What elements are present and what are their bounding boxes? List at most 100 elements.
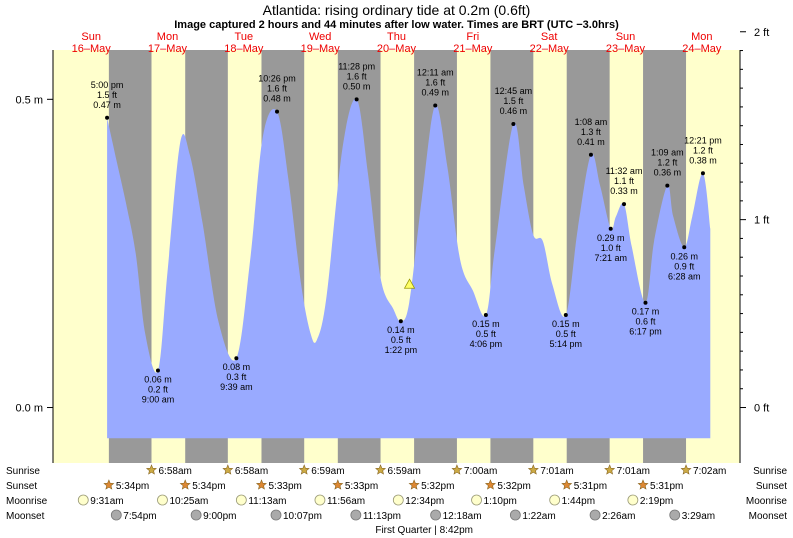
- axes: 0.0 m 0.5 m 0 ft 1 ft 2 ft: [15, 27, 769, 463]
- sunset-star-icon: [484, 479, 496, 490]
- extreme-label: 1:22 pm: [385, 345, 418, 355]
- extreme-label: 1:09 am: [651, 148, 684, 158]
- left-axis-tick-label: 0.0 m: [15, 403, 43, 415]
- day-name: Mon: [691, 31, 712, 43]
- day-headers: Sun16–MayMon17–MayTue18–MayWed19–MayThu2…: [72, 31, 722, 55]
- extreme-label: 1.2 ft: [693, 145, 714, 155]
- row-label-right: Sunrise: [753, 466, 787, 477]
- day-date: 20–May: [377, 43, 417, 55]
- sunset-star-icon: [408, 479, 420, 490]
- sunrise-star-icon: [604, 464, 616, 475]
- extreme-label: 1.1 ft: [614, 176, 635, 186]
- extreme-label: 0.48 m: [263, 94, 291, 104]
- row-label-left: Sunrise: [6, 466, 40, 477]
- sunrise-time: 7:02am: [693, 466, 726, 477]
- extreme-label: 0.38 m: [689, 155, 717, 165]
- extreme-label: 0.14 m: [387, 325, 415, 335]
- moon-phase-label: First Quarter | 8:42pm: [375, 525, 473, 536]
- sunset-star-icon: [332, 479, 344, 490]
- astro-rows: Sunrise Sunrise Sunset Sunset Moonrise Moonri…: [6, 464, 788, 536]
- sunrise-time: 7:01am: [540, 466, 573, 477]
- moonset-time: 12:18am: [443, 511, 482, 522]
- extreme-label: 1.2 ft: [657, 158, 678, 168]
- moonrise-time: 10:25am: [169, 496, 208, 507]
- extreme-label: 12:45 am: [495, 86, 533, 96]
- day-name: Fri: [466, 31, 479, 43]
- sunset-time: 5:32pm: [421, 481, 454, 492]
- day-date: 24–May: [682, 43, 722, 55]
- extreme-label: 0.17 m: [632, 307, 660, 317]
- moonrise-moon-icon: [77, 494, 89, 506]
- extreme-label: 0.26 m: [670, 251, 698, 261]
- extreme-label: 4:06 pm: [470, 339, 503, 349]
- sunset-time: 5:31pm: [574, 481, 607, 492]
- sunset-time: 5:33pm: [268, 481, 301, 492]
- sunset-star-icon: [103, 479, 115, 490]
- sunrise-star-icon: [527, 464, 539, 475]
- tide-extremes: 5:00 pm1.5 ft0.47 m0.06 m0.2 ft9:00 am0.…: [91, 61, 722, 404]
- day-date: 19–May: [301, 43, 341, 55]
- extreme-dot: [398, 319, 403, 324]
- moonset-moon-icon: [430, 509, 442, 521]
- extreme-label: 0.9 ft: [674, 261, 695, 271]
- right-axis-tick-label: 2 ft: [754, 27, 769, 39]
- day-name: Thu: [387, 31, 406, 43]
- moonrise-moon-icon: [627, 494, 639, 506]
- row-label-right: Sunset: [756, 481, 787, 492]
- extreme-label: 12:11 am: [417, 67, 454, 77]
- row-label-right: Moonset: [749, 511, 788, 522]
- day-name: Sat: [541, 31, 558, 43]
- moonset-moon-icon: [589, 509, 601, 521]
- right-axis-tick-label: 0 ft: [754, 403, 769, 415]
- extreme-label: 11:28 pm: [338, 61, 375, 71]
- extreme-label: 6:17 pm: [629, 327, 662, 337]
- extreme-label: 0.46 m: [500, 106, 528, 116]
- moonset-moon-icon: [350, 509, 362, 521]
- sunset-time: 5:33pm: [345, 481, 378, 492]
- extreme-label: 1.5 ft: [97, 90, 118, 100]
- sunset-time: 5:34pm: [116, 481, 149, 492]
- extreme-label: 9:39 am: [220, 382, 253, 392]
- day-date: 23–May: [606, 43, 646, 55]
- extreme-dot: [700, 171, 705, 176]
- row-label-left: Moonrise: [6, 496, 48, 507]
- moonrise-moon-icon: [157, 494, 168, 506]
- day-date: 21–May: [453, 43, 493, 55]
- extreme-label: 0.6 ft: [635, 317, 656, 327]
- sunset-star-icon: [561, 479, 573, 490]
- day-name: Sun: [616, 31, 636, 43]
- sunrise-time: 6:59am: [388, 466, 421, 477]
- moonrise-time: 12:34pm: [405, 496, 444, 507]
- extreme-label: 0.15 m: [552, 319, 580, 329]
- sunrise-time: 6:59am: [311, 466, 344, 477]
- extreme-label: 1.6 ft: [425, 77, 446, 87]
- extreme-dot: [563, 313, 568, 318]
- moonset-moon-icon: [110, 509, 122, 521]
- extreme-label: 0.5 ft: [556, 329, 577, 339]
- current-tide-marker: [403, 278, 416, 289]
- day-name: Mon: [157, 31, 178, 43]
- extreme-label: 0.49 m: [421, 87, 449, 97]
- extreme-label: 7:21 am: [594, 253, 627, 263]
- moonset-moon-icon: [509, 509, 521, 521]
- extreme-label: 0.2 ft: [148, 385, 169, 395]
- sunrise-star-icon: [680, 464, 692, 475]
- moonrise-time: 11:13am: [248, 496, 286, 507]
- moonset-time: 1:22am: [522, 511, 555, 522]
- sunset-time: 5:31pm: [650, 481, 683, 492]
- extreme-label: 10:26 pm: [258, 74, 296, 84]
- extreme-dot: [105, 115, 110, 120]
- sunrise-star-icon: [298, 464, 310, 475]
- extreme-dot: [588, 152, 593, 157]
- moonrise-time: 9:31am: [90, 496, 123, 507]
- extreme-label: 0.15 m: [472, 319, 500, 329]
- moonrise-moon-icon: [235, 494, 247, 506]
- extreme-dot: [155, 368, 160, 373]
- right-axis-tick-label: 1 ft: [754, 215, 769, 227]
- extreme-label: 0.47 m: [93, 100, 121, 110]
- day-date: 16–May: [72, 43, 112, 55]
- extreme-label: 0.5 ft: [476, 329, 497, 339]
- day-date: 18–May: [224, 43, 264, 55]
- moonrise-moon-icon: [549, 494, 561, 506]
